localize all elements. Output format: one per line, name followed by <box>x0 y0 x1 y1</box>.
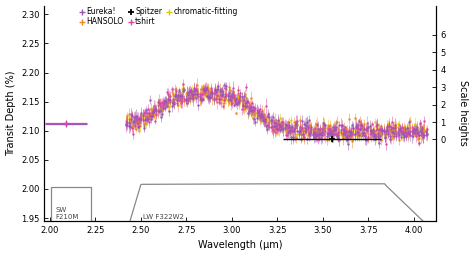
Y-axis label: Scale heights: Scale heights <box>458 80 468 146</box>
Legend: Eureka!, HANSOLO, Spitzer, tshirt, chromatic-fitting: Eureka!, HANSOLO, Spitzer, tshirt, chrom… <box>80 7 238 26</box>
X-axis label: Wavelength (μm): Wavelength (μm) <box>198 240 283 250</box>
Y-axis label: Transit Depth (%): Transit Depth (%) <box>6 71 16 156</box>
Text: LW F322W2: LW F322W2 <box>143 215 183 220</box>
Text: SW
F210M: SW F210M <box>55 207 79 220</box>
